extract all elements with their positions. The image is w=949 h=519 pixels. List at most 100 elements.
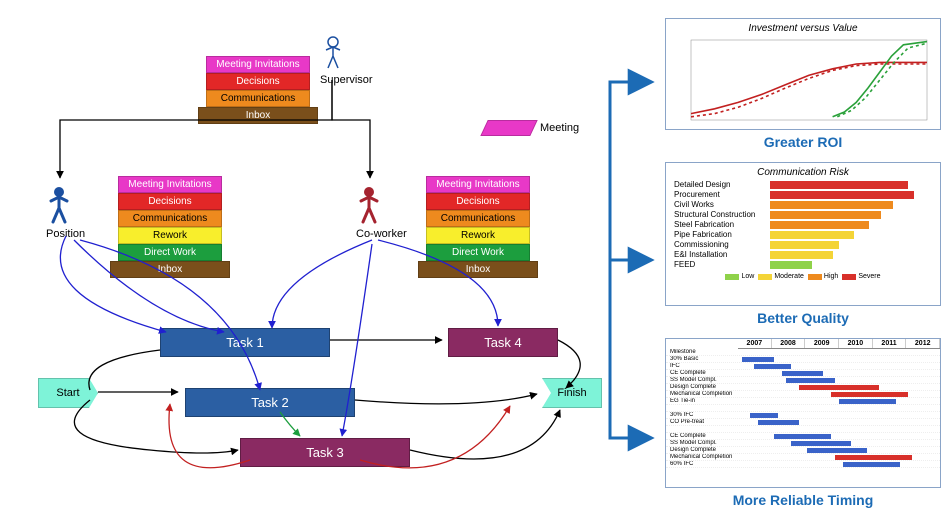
legend-pill: Direct Work [426,244,530,261]
timing-caption: More Reliable Timing [665,492,941,508]
gantt-cell [738,398,940,405]
legend-pill: Inbox [110,261,230,278]
legend-item: Moderate [758,273,804,280]
person-icon [356,186,407,228]
gantt-row-label: CE Complete [666,433,738,439]
quality-bar [770,241,839,249]
gantt-bar [742,357,774,362]
quality-legend: LowModerateHighSevere [666,273,940,280]
quality-bar [770,201,893,209]
gantt-row-label: CO Pre-treat [666,419,738,425]
legend-item: Severe [842,273,880,280]
supervisor-label: Supervisor [320,74,373,86]
gantt-row-label: Mechanical Completion [666,454,738,460]
timing-panel: 200720082009201020112012 Milestone30% Ba… [665,338,941,488]
legend-coworker: Meeting InvitationsDecisionsCommunicatio… [418,176,538,278]
quality-row-label: Pipe Fabrication [674,230,766,239]
actor-supervisor: Supervisor [320,36,373,86]
gantt-row-label: Milestone [666,349,738,355]
legend-pill: Inbox [198,107,318,124]
outcomes-column: Investment versus Value Greater ROI Comm… [665,18,941,508]
quality-bar [770,231,854,239]
task-node: Task 1 [160,328,330,357]
quality-bar [770,251,833,259]
meeting-key: Meeting [484,120,579,136]
quality-row-label: Detailed Design [674,180,766,189]
legend-pill: Decisions [206,73,310,90]
quality-title: Communication Risk [666,167,940,178]
gantt-cell [738,461,940,468]
actor-coworker: Co-worker [356,186,407,240]
meeting-key-label: Meeting [540,122,579,134]
gantt-row-label: 30% IFC [666,412,738,418]
quality-row: Structural Construction [674,210,932,219]
person-icon [320,36,373,74]
gantt-row-label: Design Complete [666,384,738,390]
gantt-bar [774,434,831,439]
roi-title: Investment versus Value [666,23,940,34]
quality-bar [770,191,914,199]
gantt-bar [754,364,790,369]
quality-row-label: Steel Fabrication [674,220,766,229]
person-icon [46,186,85,228]
coworker-label: Co-worker [356,228,407,240]
legend-pill: Direct Work [118,244,222,261]
gantt-bar [799,385,880,390]
quality-panel: Communication Risk Detailed DesignProcur… [665,162,941,306]
gantt-row-label: Mechanical Completion [666,391,738,397]
gantt-row: 60% IFC [666,461,940,468]
roi-panel: Investment versus Value [665,18,941,130]
quality-row-label: FEED [674,260,766,269]
roi-caption: Greater ROI [665,134,941,150]
legend-pill: Rework [426,227,530,244]
gantt-cell [738,391,940,398]
gantt-row-label: EG Tie-in [666,398,738,404]
quality-row: Pipe Fabrication [674,230,932,239]
roi-chart [671,36,935,126]
quality-row: Detailed Design [674,180,932,189]
gantt-cell [738,405,940,412]
gantt-cell [738,447,940,454]
task-node: Task 2 [185,388,355,417]
start-node: Start [38,378,98,408]
gantt-year: 2008 [772,339,806,348]
gantt-cell [738,440,940,447]
quality-bar [770,211,881,219]
gantt-year: 2009 [805,339,839,348]
gantt-cell [738,377,940,384]
gantt-row-label: 60% IFC [666,461,738,467]
quality-bar [770,261,812,269]
quality-row: E&I Installation [674,250,932,259]
gantt-bar [782,371,822,376]
gantt-cell [738,384,940,391]
legend-pill: Meeting Invitations [118,176,222,193]
gantt-bar [786,378,834,383]
task-node: Task 4 [448,328,558,357]
gantt-cell [738,370,940,377]
quality-bar [770,221,869,229]
finish-label: Finish [557,387,586,399]
legend-pill: Meeting Invitations [426,176,530,193]
position-label: Position [46,228,85,240]
gantt-year: 2010 [839,339,873,348]
quality-row-label: Structural Construction [674,210,766,219]
quality-caption: Better Quality [665,310,941,326]
quality-row-label: Commissioning [674,240,766,249]
gantt-cell [738,349,940,356]
gantt-bar [758,420,798,425]
gantt-row-label: CE Complete [666,370,738,376]
finish-node: Finish [542,378,602,408]
gantt-bar [831,392,908,397]
gantt-year: 2007 [738,339,772,348]
legend-pill: Communications [206,90,310,107]
gantt-bar [807,448,868,453]
legend-item: Low [725,273,754,280]
legend-supervisor: Meeting InvitationsDecisionsCommunicatio… [198,56,318,124]
gantt-cell [738,356,940,363]
quality-row: Civil Works [674,200,932,209]
quality-row: Steel Fabrication [674,220,932,229]
legend-pill: Decisions [118,193,222,210]
gantt-header: 200720082009201020112012 [738,339,940,349]
gantt-cell [738,426,940,433]
gantt-year: 2012 [906,339,940,348]
